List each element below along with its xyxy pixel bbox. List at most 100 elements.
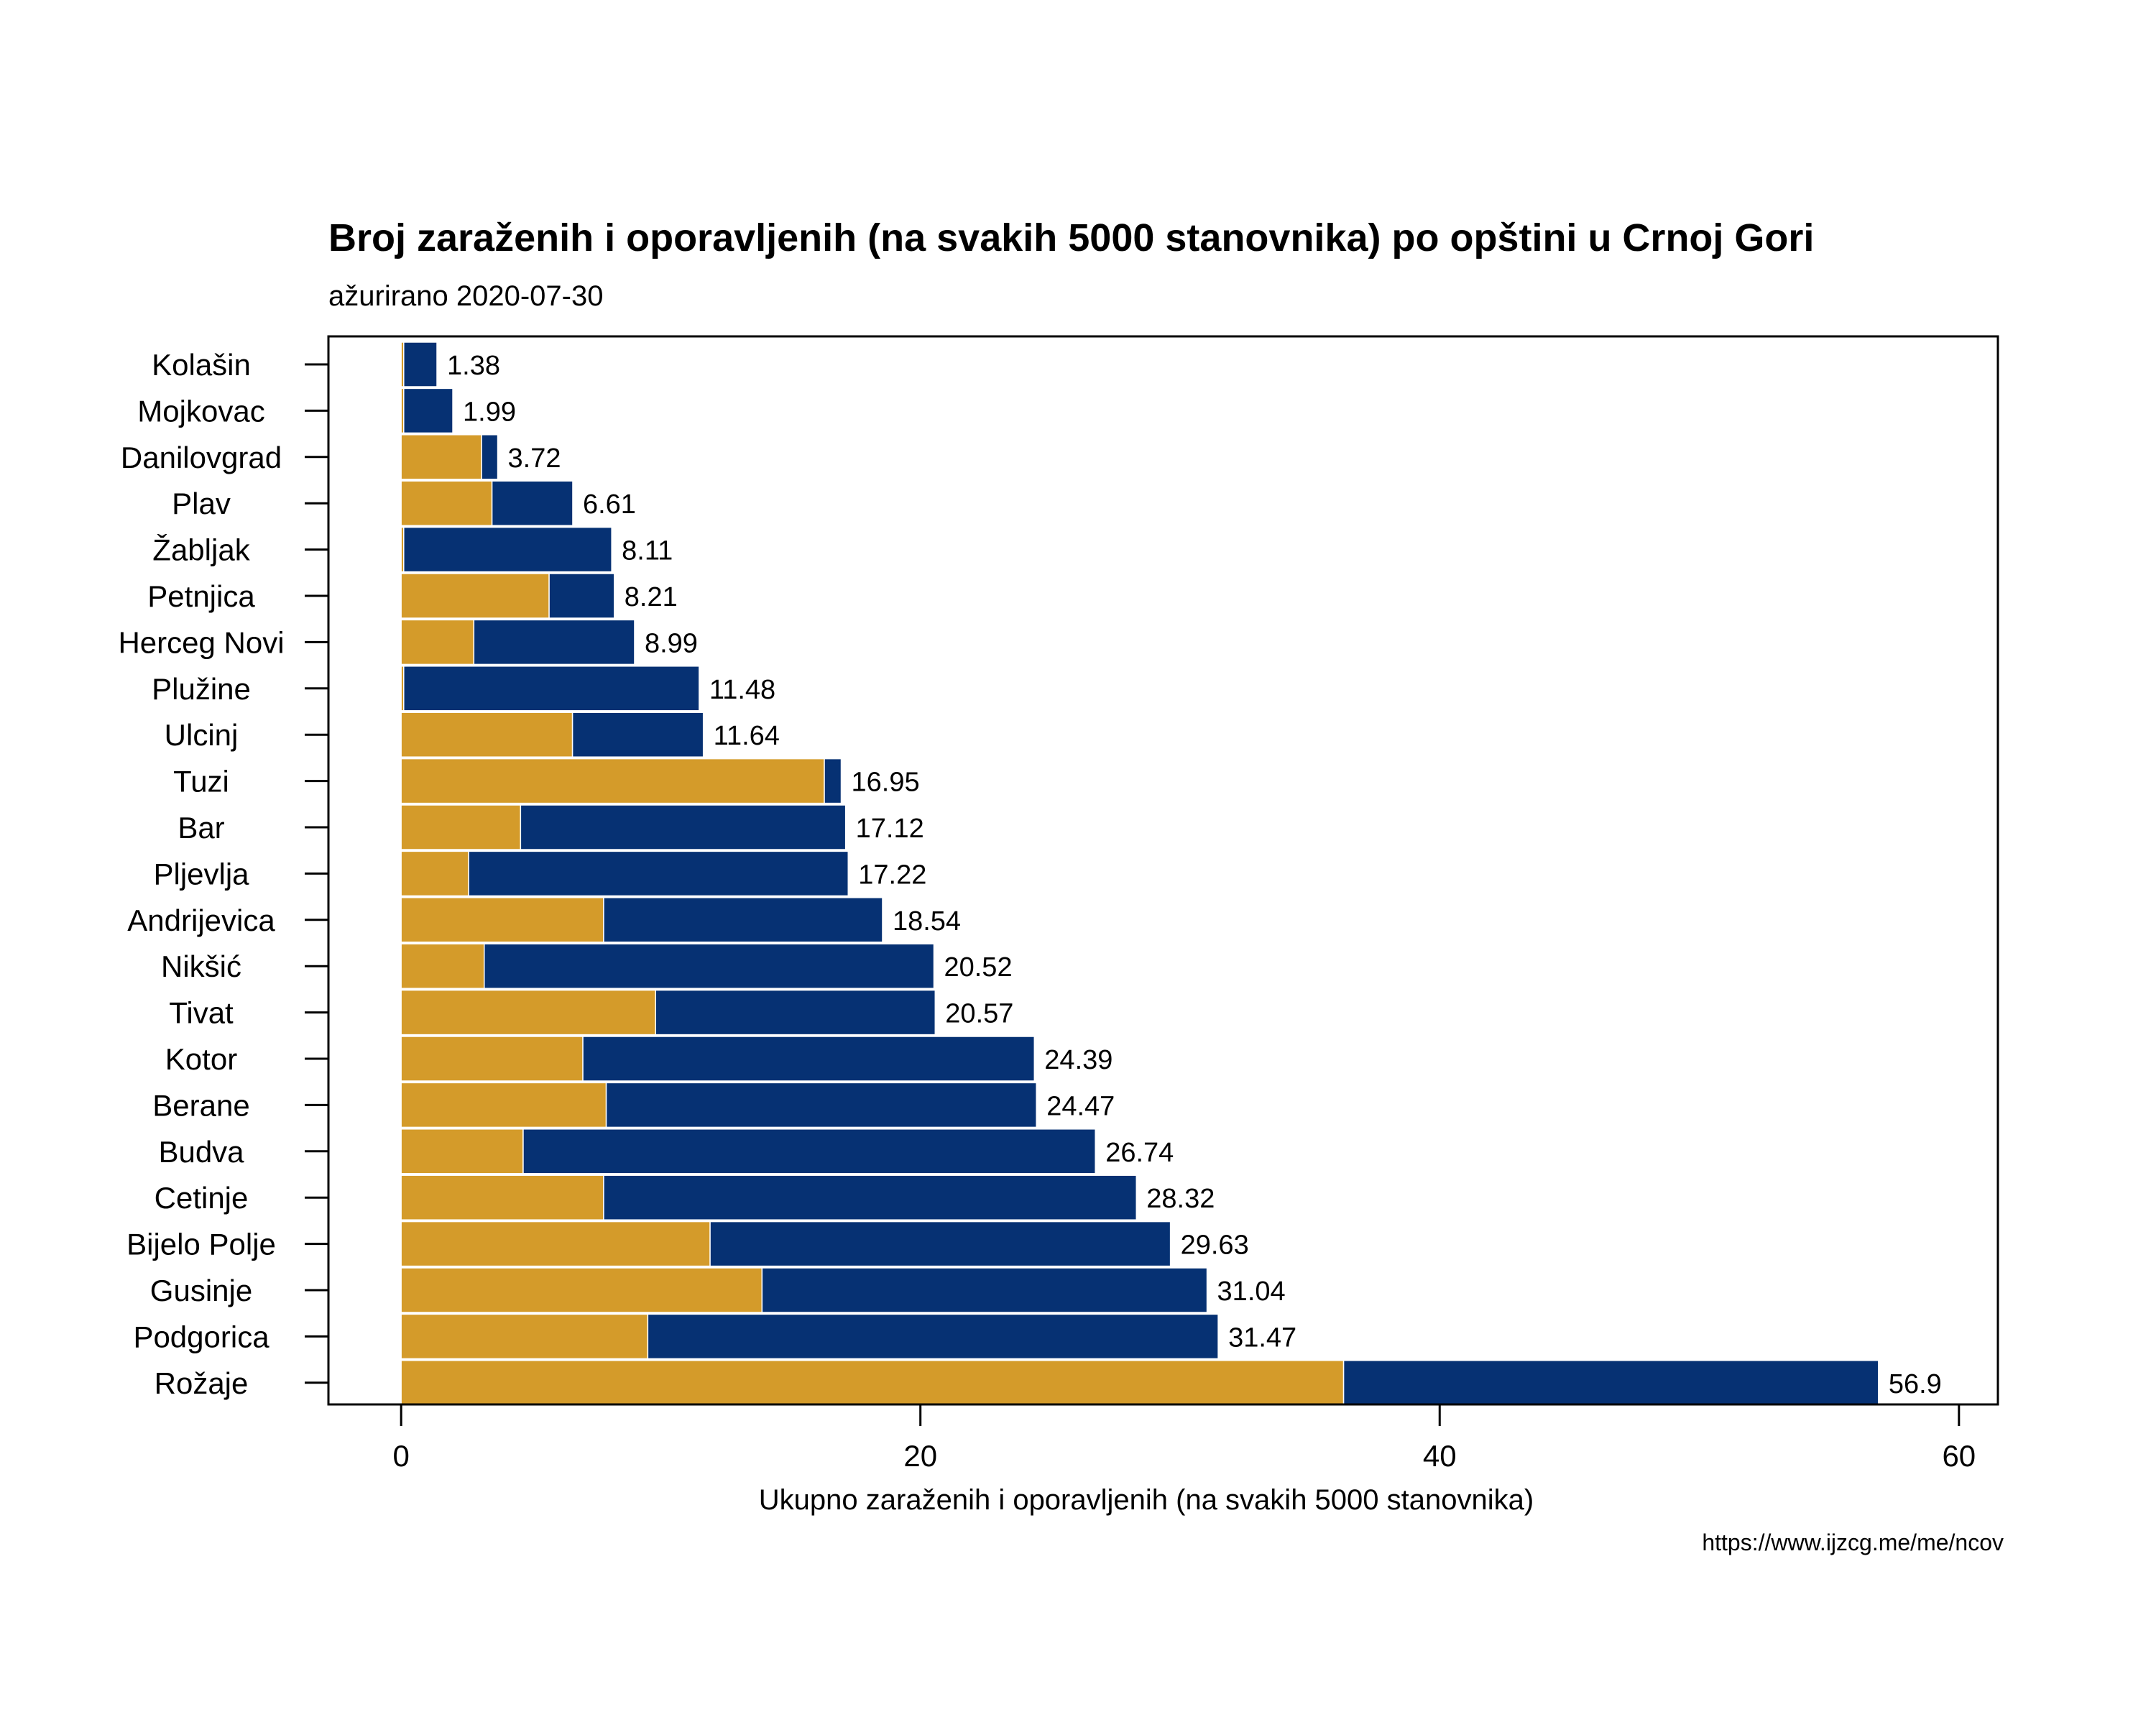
bar-recovered-21: [400, 1313, 649, 1360]
bar-infected-13: [484, 943, 935, 989]
x-tick-label: 20: [903, 1439, 937, 1473]
bar-recovered-12: [400, 897, 604, 943]
value-label: 20.52: [944, 952, 1012, 983]
bar-infected-21: [647, 1313, 1219, 1360]
value-label: 28.32: [1146, 1184, 1215, 1214]
value-label: 11.64: [714, 721, 780, 751]
x-tick-label: 0: [392, 1439, 409, 1473]
y-tick-label: Nikšić: [161, 949, 241, 983]
bar-infected-22: [1342, 1360, 1879, 1406]
value-label: 8.11: [622, 536, 673, 566]
value-label: 29.63: [1181, 1230, 1249, 1261]
bar-infected-8: [571, 712, 704, 758]
y-axis: Kolašin Mojkovac Danilovgrad Plav Žabljak Pet…: [118, 348, 328, 1400]
bar-recovered-9: [400, 758, 825, 804]
bar-infected-6: [473, 619, 635, 666]
bar-recovered-19: [400, 1220, 711, 1267]
bar-recovered-5: [400, 573, 550, 619]
y-tick-label: Podgorica: [133, 1320, 270, 1353]
y-tick-label: Cetinje: [155, 1181, 249, 1215]
bar-infected-0: [403, 341, 438, 387]
plot-frame: [327, 335, 1999, 1406]
bar-recovered-17: [400, 1128, 524, 1174]
x-axis: 0 20 40 60: [392, 1403, 1976, 1473]
y-tick-label: Tuzi: [173, 765, 229, 799]
value-label: 1.99: [463, 397, 516, 427]
bar-infected-4: [403, 526, 612, 573]
bar-recovered-14: [400, 989, 656, 1036]
bar-infected-10: [520, 804, 847, 850]
y-tick-label: Kotor: [165, 1042, 237, 1076]
y-tick-label: Herceg Novi: [118, 625, 284, 659]
y-tick-label: Žabljak: [152, 533, 250, 567]
value-label: 3.72: [508, 443, 561, 474]
value-label: 1.38: [447, 351, 500, 381]
chart-subtitle: ažurirano 2020-07-30: [328, 280, 604, 312]
bar-infected-3: [491, 480, 573, 526]
x-tick-label: 60: [1942, 1439, 1976, 1473]
bar-recovered-3: [400, 480, 493, 526]
bar-infected-19: [709, 1220, 1171, 1267]
y-tick-label: Andrijevica: [127, 903, 275, 937]
bar-infected-1: [403, 387, 453, 434]
x-tick-label: 40: [1423, 1439, 1457, 1473]
value-label: 17.12: [856, 814, 924, 844]
y-tick-label: Plužine: [152, 672, 251, 706]
bar-recovered-18: [400, 1174, 604, 1220]
bar-infected-15: [582, 1036, 1036, 1082]
bar-infected-20: [761, 1267, 1208, 1313]
bar-recovered-13: [400, 943, 485, 989]
y-tick-label: Pljevlja: [153, 857, 249, 891]
value-label: 26.74: [1105, 1138, 1174, 1168]
value-label: 56.9: [1889, 1369, 1942, 1399]
bar-infected-11: [468, 850, 849, 897]
bar-recovered-20: [400, 1267, 763, 1313]
bar-recovered-2: [400, 434, 482, 480]
y-tick-label: Plav: [172, 487, 231, 520]
y-tick-label: Rožaje: [155, 1366, 249, 1400]
bar-recovered-10: [400, 804, 522, 850]
source-url: https://www.ijzcg.me/me/ncov: [1702, 1530, 2004, 1555]
y-tick-label: Berane: [152, 1088, 249, 1122]
value-label: 24.47: [1046, 1091, 1115, 1121]
y-tick-label: Ulcinj: [165, 718, 239, 752]
bar-infected-5: [548, 573, 615, 619]
y-tick-label: Budva: [158, 1135, 244, 1169]
bar-recovered-6: [400, 619, 475, 666]
bar-infected-9: [824, 758, 842, 804]
y-tick-label: Bar: [178, 811, 224, 845]
bar-infected-17: [522, 1128, 1096, 1174]
bar-infected-2: [481, 434, 499, 480]
value-label: 16.95: [852, 768, 920, 798]
value-label: 20.57: [945, 999, 1013, 1029]
value-label: 17.22: [858, 860, 926, 890]
y-tick-label: Bijelo Polje: [126, 1228, 276, 1261]
y-tick-label: Tivat: [169, 996, 234, 1030]
bar-recovered-11: [400, 850, 469, 897]
y-tick-label: Kolašin: [152, 348, 251, 382]
value-label: 24.39: [1044, 1045, 1112, 1075]
bar-infected-18: [603, 1174, 1138, 1220]
y-tick-label: Mojkovac: [137, 394, 264, 428]
y-tick-label: Petnjica: [147, 579, 255, 613]
bar-recovered-16: [400, 1082, 607, 1128]
y-tick-label: Gusinje: [150, 1274, 252, 1307]
bar-recovered-8: [400, 712, 573, 758]
value-label: 31.47: [1228, 1322, 1296, 1353]
bar-infected-7: [403, 666, 700, 712]
value-label: 8.99: [645, 628, 698, 658]
value-label: 8.21: [625, 582, 678, 612]
value-label: 31.04: [1217, 1276, 1286, 1307]
value-label: 18.54: [893, 906, 961, 937]
value-label: 6.61: [583, 489, 636, 520]
bar-recovered-15: [400, 1036, 584, 1082]
bar-infected-12: [603, 897, 883, 943]
y-tick-label: Danilovgrad: [121, 441, 282, 474]
bar-infected-16: [605, 1082, 1037, 1128]
bars-layer: [400, 341, 1879, 1406]
value-labels-layer: 1.38 1.99 3.72 6.61 8.11 8.21 8.99 11.48 11.64 16…: [447, 351, 1942, 1399]
x-axis-title: Ukupno zaraženih i oporavljenih (na svak…: [759, 1484, 1534, 1516]
chart-title: Broj zaraženih i oporavljenih (na svakih…: [328, 216, 1815, 259]
value-label: 11.48: [709, 675, 775, 705]
